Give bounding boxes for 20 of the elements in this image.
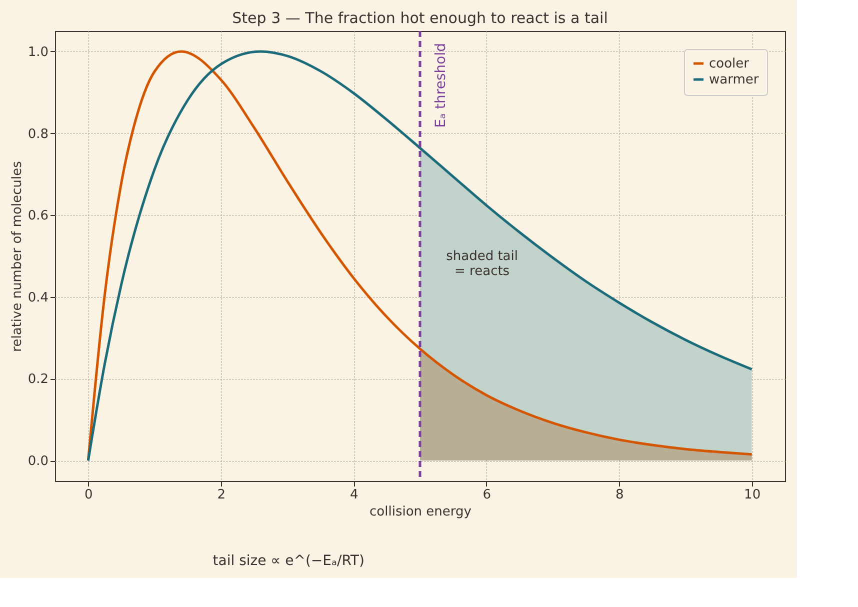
y-tick-label: 0.2	[28, 372, 48, 388]
text: tail size ∝ e^(−Eₐ/RT)	[212, 553, 364, 569]
x-tick-label: 0	[84, 488, 93, 502]
x-tick-label: 8	[615, 488, 624, 502]
legend-label: warmer	[709, 72, 760, 88]
ref-line-label: Eₐ threshold	[433, 43, 449, 128]
x-tick-label: 10	[744, 488, 761, 502]
annotation: shaded tail = reacts	[446, 249, 518, 279]
y-tick-label: 0.0	[28, 454, 48, 470]
x-axis-title: collision energy	[370, 504, 472, 520]
x-tick-label: 2	[217, 488, 226, 502]
y-tick-label: 0.4	[28, 290, 48, 306]
legend-label: cooler	[709, 56, 750, 72]
x-tick-label: 4	[350, 488, 358, 502]
y-tick-label: 0.8	[28, 126, 48, 142]
y-tick-label: 1.0	[28, 44, 48, 60]
x-tick-label: 6	[482, 488, 492, 502]
chart-title: Step 3 — The fraction hot enough to react is a tail	[232, 8, 608, 27]
y-axis-title: relative number of molecules	[10, 160, 25, 352]
y-tick-label: 0.6	[28, 208, 48, 224]
